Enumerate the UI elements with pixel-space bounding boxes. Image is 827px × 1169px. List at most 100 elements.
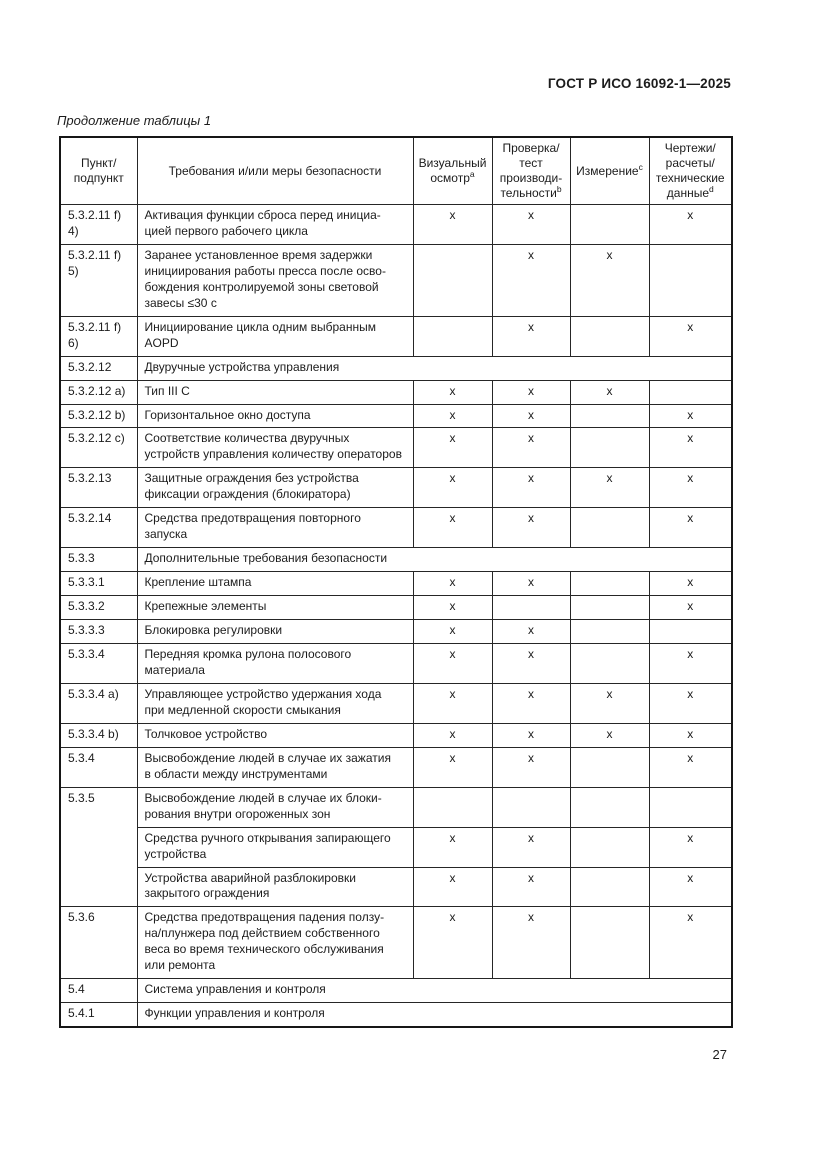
table-row: 5.3.5 Высвобождение людей в случае их бло… bbox=[59, 786, 733, 908]
clause-cell: 5.3.4 bbox=[59, 746, 138, 788]
table-row: 5.4 Система управления и контроля bbox=[59, 978, 733, 1004]
mark-cell bbox=[648, 243, 733, 317]
clause-cell: 5.3.2.12 a) bbox=[59, 379, 138, 405]
clause-cell: 5.3.6 bbox=[59, 906, 138, 980]
mark-cell bbox=[569, 826, 650, 868]
mark-cell bbox=[569, 571, 650, 597]
column-header-4: Измерениеc bbox=[569, 136, 650, 205]
mark-cell: x bbox=[491, 243, 571, 317]
requirement-cell: Высвобождение людей в случае их блоки- р… bbox=[136, 786, 414, 828]
mark-cell: x bbox=[648, 204, 733, 245]
clause-cell: 5.3.2.12 c) bbox=[59, 427, 138, 469]
clause-cell: 5.3.3.4 a) bbox=[59, 682, 138, 724]
mark-cell: x bbox=[412, 643, 493, 684]
requirement-cell: Заранее установленное время задержки ини… bbox=[136, 243, 414, 317]
requirement-cell: Защитные ограждения без устройства фикса… bbox=[136, 467, 414, 509]
mark-cell: x bbox=[491, 906, 571, 980]
section-title-cell: Дополнительные требования безопасности bbox=[136, 547, 733, 573]
clause-cell: 5.4 bbox=[59, 978, 138, 1004]
requirement-cell: Инициирование цикла одним выбранным AOPD bbox=[136, 315, 414, 357]
mark-cell bbox=[569, 786, 650, 828]
column-header-label: Требования и/или меры безопасности bbox=[168, 163, 382, 178]
mark-cell bbox=[412, 243, 493, 317]
table-row: Устройства аварийной разблокировки закры… bbox=[60, 866, 733, 908]
clause-cell: 5.4.1 bbox=[59, 1002, 138, 1028]
clause-cell: 5.3.3.3 bbox=[59, 619, 138, 645]
mark-cell: x bbox=[648, 571, 733, 597]
requirement-cell: Тип III С bbox=[136, 379, 414, 405]
requirement-cell: Блокировка регулировки bbox=[136, 619, 414, 645]
requirement-cell: Соответствие количества двуручных устрой… bbox=[136, 427, 414, 469]
mark-cell: x bbox=[569, 682, 650, 724]
mark-cell bbox=[648, 786, 733, 828]
mark-cell bbox=[569, 427, 650, 469]
mark-cell: x bbox=[648, 507, 733, 549]
clause-cell: 5.3.2.14 bbox=[59, 507, 138, 549]
mark-cell bbox=[569, 643, 650, 684]
section-title-cell: Функции управления и контроля bbox=[136, 1002, 733, 1028]
mark-cell bbox=[412, 315, 493, 357]
requirement-cell: Активация функции сброса перед инициа- ц… bbox=[136, 204, 414, 245]
mark-cell: x bbox=[412, 403, 493, 429]
mark-cell: x bbox=[491, 643, 571, 684]
mark-cell bbox=[648, 619, 733, 645]
table-header: Пункт/ подпункт Требования и/или меры без… bbox=[59, 136, 733, 205]
table-row: 5.3.3.1 Крепление штампа x x x bbox=[59, 571, 733, 597]
column-header-0: Пункт/ подпункт bbox=[59, 136, 138, 205]
table-row: 5.3.3.3 Блокировка регулировки x x bbox=[59, 619, 733, 645]
mark-cell: x bbox=[648, 682, 733, 724]
mark-cell: x bbox=[412, 427, 493, 469]
mark-cell: x bbox=[491, 826, 571, 868]
requirements-table: Пункт/ подпункт Требования и/или меры без… bbox=[59, 136, 733, 1029]
mark-cell: x bbox=[648, 906, 733, 980]
header-row: Пункт/ подпункт Требования и/или меры без… bbox=[59, 136, 733, 205]
column-header-5: Чертежи/ расчеты/ технические данныеd bbox=[648, 136, 733, 205]
mark-cell: x bbox=[491, 403, 571, 429]
mark-cell: x bbox=[491, 315, 571, 357]
requirement-cell: Средства предотвращения повторного запус… bbox=[136, 507, 414, 549]
column-header-label: Измерение bbox=[576, 163, 639, 178]
table-row: 5.3.2.11 f) 6) Инициирование цикла одним … bbox=[59, 315, 733, 357]
mark-cell: x bbox=[412, 826, 493, 868]
mark-cell: x bbox=[412, 906, 493, 980]
table-body: 5.3.2.11 f) 4) Активация функции сброса п… bbox=[59, 204, 733, 1028]
mark-cell bbox=[569, 866, 650, 908]
mark-cell: x bbox=[648, 403, 733, 429]
table-row: 5.3.2.13 Защитные ограждения без устройст… bbox=[59, 467, 733, 509]
table-row: 5.3.4 Высвобождение людей в случае их заж… bbox=[59, 746, 733, 788]
table-row: 5.3.6 Средства предотвращения падения пол… bbox=[59, 906, 733, 980]
mark-cell: x bbox=[569, 722, 650, 748]
requirement-cell: Средства ручного открывания запирающего … bbox=[136, 826, 414, 868]
mark-cell bbox=[569, 619, 650, 645]
mark-cell: x bbox=[491, 866, 571, 908]
mark-cell: x bbox=[412, 571, 493, 597]
table-row: 5.3.3.4 Передняя кромка рулона полосового… bbox=[59, 643, 733, 684]
table-row: 5.3.3.4 b) Толчковое устройство x x x x bbox=[59, 722, 733, 748]
mark-cell: x bbox=[412, 507, 493, 549]
clause-cell: 5.3.3 bbox=[59, 547, 138, 573]
clause-cell: 5.3.3.4 b) bbox=[59, 722, 138, 748]
mark-cell: x bbox=[412, 722, 493, 748]
requirement-cell: Средства предотвращения падения ползу- н… bbox=[136, 906, 414, 980]
column-header-label: Проверка/ тест производи- тельности bbox=[499, 141, 563, 200]
footnote-ref-d: d bbox=[709, 184, 714, 194]
table-row: 5.3.3 Дополнительные требования безопасно… bbox=[59, 547, 733, 573]
mark-cell: x bbox=[648, 595, 733, 621]
mark-cell: x bbox=[491, 619, 571, 645]
table-row: 5.4.1 Функции управления и контроля bbox=[59, 1002, 733, 1028]
table-row: 5.3.2.11 f) 5) Заранее установленное врем… bbox=[59, 243, 733, 317]
mark-cell bbox=[648, 379, 733, 405]
mark-cell: x bbox=[491, 722, 571, 748]
mark-cell bbox=[569, 507, 650, 549]
mark-cell bbox=[569, 204, 650, 245]
requirement-cell: Высвобождение людей в случае их зажатия … bbox=[136, 746, 414, 788]
requirement-cell: Толчковое устройство bbox=[136, 722, 414, 748]
clause-cell: 5.3.5 bbox=[59, 786, 138, 908]
footnote-ref-b: b bbox=[556, 184, 562, 194]
section-title-cell: Система управления и контроля bbox=[136, 978, 733, 1004]
requirement-cell: Крепежные элементы bbox=[136, 595, 414, 621]
clause-cell: 5.3.2.12 bbox=[59, 355, 138, 381]
mark-cell: x bbox=[412, 682, 493, 724]
